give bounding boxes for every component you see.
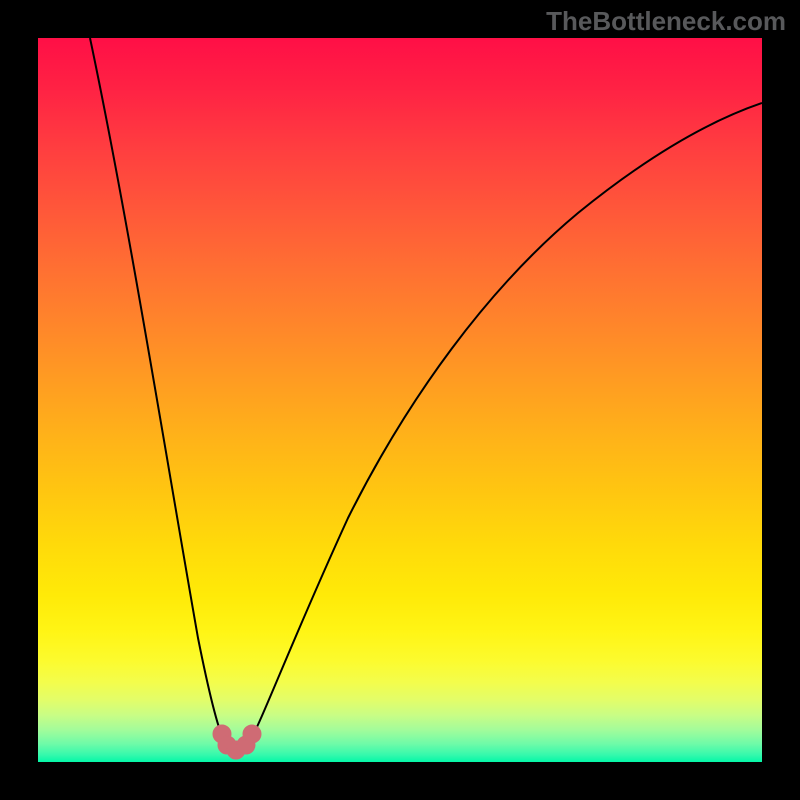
marker-dot	[243, 725, 261, 743]
plot-svg	[38, 38, 762, 762]
watermark-text: TheBottleneck.com	[546, 6, 786, 37]
plot-area	[38, 38, 762, 762]
chart-container: TheBottleneck.com	[0, 0, 800, 800]
gradient-background	[38, 38, 762, 762]
